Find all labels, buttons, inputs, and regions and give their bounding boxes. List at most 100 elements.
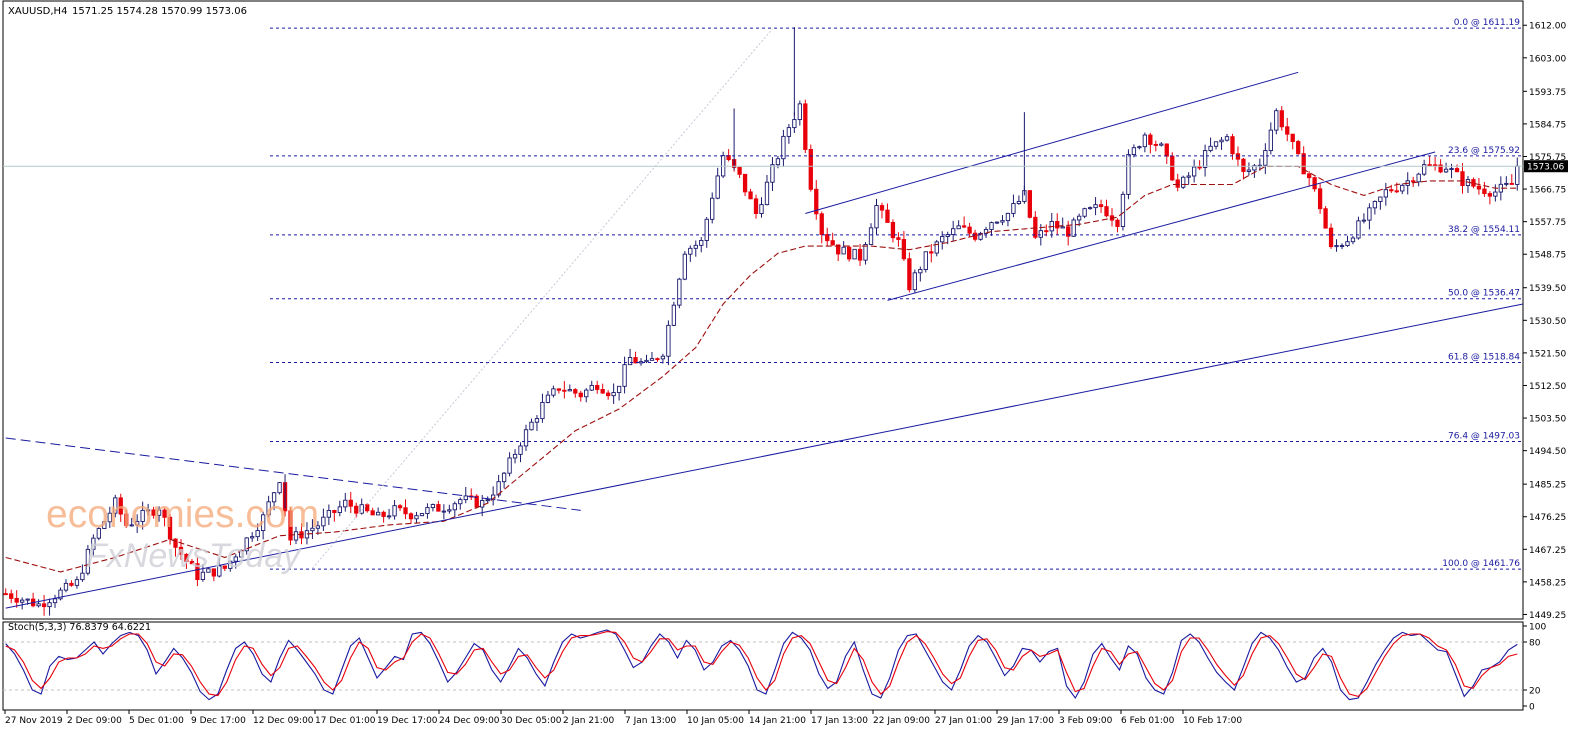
candle-body bbox=[929, 251, 934, 254]
time-tick-label: 12 Dec 09:00 bbox=[253, 716, 314, 726]
candle-body bbox=[41, 603, 47, 608]
stoch-signal-line bbox=[5, 631, 1518, 698]
stochastic-label: Stoch(5,3,3) 76.8379 64.6221 bbox=[8, 622, 151, 633]
candle-body bbox=[315, 525, 321, 529]
candle-body bbox=[994, 221, 1000, 224]
main-panel-frame bbox=[2, 0, 1524, 620]
price-tick-label: 1476.25 bbox=[1529, 513, 1566, 523]
candle-body bbox=[819, 213, 824, 235]
candle-body bbox=[1345, 241, 1350, 246]
candle-body bbox=[36, 603, 41, 607]
time-tick-label: 14 Jan 21:00 bbox=[749, 716, 806, 726]
candle-body bbox=[562, 389, 567, 392]
candle-body bbox=[1356, 220, 1361, 239]
candle-body bbox=[321, 516, 326, 527]
candle-body bbox=[1268, 129, 1273, 152]
candle-body bbox=[452, 503, 457, 511]
candle-body bbox=[1509, 182, 1514, 185]
price-tick-label: 1485.25 bbox=[1529, 481, 1566, 491]
candle-body bbox=[857, 248, 863, 261]
candle-body bbox=[715, 175, 720, 199]
candle-body bbox=[874, 205, 879, 229]
candle-body bbox=[222, 565, 227, 569]
trendline-solid bbox=[5, 303, 1524, 609]
stoch-tick-label: 80 bbox=[1529, 639, 1541, 649]
candle-body bbox=[1252, 165, 1257, 171]
candle-body bbox=[1394, 190, 1399, 193]
candle-body bbox=[1471, 179, 1476, 187]
candle-body bbox=[244, 537, 249, 552]
candle-body bbox=[1208, 145, 1213, 152]
candle-body bbox=[1142, 134, 1148, 148]
time-tick-label: 17 Jan 13:00 bbox=[811, 716, 868, 726]
candle-body bbox=[441, 510, 447, 513]
candle-body bbox=[573, 389, 578, 394]
candle-body bbox=[365, 504, 370, 512]
time-tick-label: 3 Feb 09:00 bbox=[1059, 716, 1113, 726]
fib-level-label: 50.0 @ 1536.47 bbox=[1448, 289, 1520, 299]
candle-body bbox=[414, 515, 419, 520]
time-tick-label: 6 Feb 01:00 bbox=[1121, 716, 1175, 726]
candle-body bbox=[786, 127, 792, 137]
candle-body bbox=[167, 516, 173, 540]
candle-body bbox=[74, 579, 80, 586]
candle-body bbox=[85, 548, 91, 574]
price-tick-label: 1512.50 bbox=[1529, 382, 1566, 392]
candle-body bbox=[803, 103, 808, 150]
price-tick-label: 1494.50 bbox=[1529, 447, 1566, 457]
candle-body bbox=[589, 384, 594, 391]
candle-body bbox=[370, 510, 375, 516]
candle-body bbox=[825, 234, 830, 242]
trendline-solid bbox=[887, 151, 1436, 301]
candle-body bbox=[332, 510, 337, 513]
candle-body bbox=[1170, 155, 1175, 181]
candle-body bbox=[890, 221, 896, 239]
candle-body bbox=[1137, 146, 1142, 149]
candle-body bbox=[940, 236, 945, 243]
last-price-value: 1573.06 bbox=[1527, 163, 1564, 173]
time-tick-label: 22 Jan 09:00 bbox=[873, 716, 930, 726]
candle-body bbox=[310, 527, 315, 532]
candle-body bbox=[1334, 245, 1339, 248]
candle-body bbox=[1060, 226, 1065, 229]
candle-body bbox=[567, 389, 572, 392]
price-tick-label: 1603.00 bbox=[1529, 54, 1566, 64]
candle-body bbox=[704, 218, 709, 241]
candle-body bbox=[480, 500, 485, 508]
candle-body bbox=[52, 598, 58, 604]
candle-body bbox=[206, 568, 211, 573]
candle-body bbox=[293, 531, 299, 541]
time-tick-label: 9 Dec 17:00 bbox=[191, 716, 246, 726]
fib-level-label: 61.8 @ 1518.84 bbox=[1448, 353, 1520, 363]
candle-body bbox=[337, 506, 342, 513]
candle-body bbox=[392, 505, 397, 517]
candle-body bbox=[1339, 245, 1345, 247]
candle-body bbox=[1044, 230, 1049, 233]
candle-body bbox=[184, 553, 189, 562]
time-tick-label: 2 Dec 09:00 bbox=[67, 716, 122, 726]
candle-body bbox=[151, 509, 156, 516]
candle-body bbox=[896, 237, 901, 240]
candle-body bbox=[852, 248, 857, 260]
candle-body bbox=[173, 538, 178, 548]
price-tick-label: 1566.75 bbox=[1529, 186, 1566, 196]
candle-body bbox=[430, 504, 436, 509]
candle-body bbox=[753, 198, 759, 214]
candle-body bbox=[584, 389, 589, 398]
time-tick-label: 29 Jan 17:00 bbox=[997, 716, 1054, 726]
time-tick-label: 2 Jan 21:00 bbox=[563, 716, 615, 726]
candle-body bbox=[606, 392, 611, 397]
candle-body bbox=[1290, 133, 1295, 142]
candle-body bbox=[255, 530, 260, 538]
candle-body bbox=[846, 246, 852, 260]
candle-body bbox=[956, 225, 961, 230]
fib-level-label: 0.0 @ 1611.19 bbox=[1454, 18, 1521, 28]
candle-body bbox=[742, 173, 748, 193]
candle-body bbox=[814, 188, 819, 215]
time-tick-label: 30 Dec 05:00 bbox=[501, 716, 562, 726]
candle-body bbox=[1181, 176, 1186, 188]
candle-body bbox=[529, 421, 534, 431]
candle-body bbox=[1372, 200, 1378, 209]
candle-body bbox=[1093, 204, 1098, 209]
